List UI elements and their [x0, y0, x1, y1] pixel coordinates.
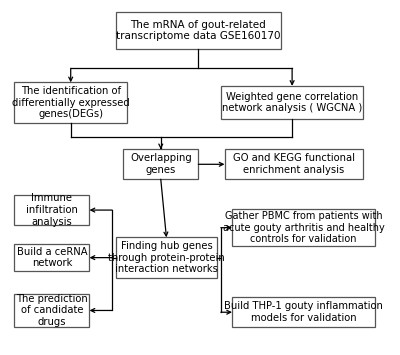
FancyBboxPatch shape — [14, 82, 127, 123]
Text: GO and KEGG functional
enrichment analysis: GO and KEGG functional enrichment analys… — [233, 153, 355, 175]
Text: The identification of
differentially expressed
genes(DEGs): The identification of differentially exp… — [12, 86, 130, 119]
Text: Build THP-1 gouty inflammation
models for validation: Build THP-1 gouty inflammation models fo… — [224, 301, 383, 323]
Text: Immune
infiltration
analysis: Immune infiltration analysis — [26, 193, 78, 227]
Text: Weighted gene correlation
network analysis ( WGCNA ): Weighted gene correlation network analys… — [222, 92, 362, 114]
FancyBboxPatch shape — [116, 12, 281, 49]
FancyBboxPatch shape — [123, 149, 198, 179]
FancyBboxPatch shape — [224, 149, 364, 179]
FancyBboxPatch shape — [232, 209, 375, 246]
Text: The prediction
of candidate
drugs: The prediction of candidate drugs — [16, 294, 88, 327]
Text: Build a ceRNA
network: Build a ceRNA network — [17, 247, 87, 268]
FancyBboxPatch shape — [232, 297, 375, 327]
FancyBboxPatch shape — [14, 294, 90, 327]
Text: Gather PBMC from patients with
acute gouty arthritis and healthy
controls for va: Gather PBMC from patients with acute gou… — [222, 211, 384, 244]
FancyBboxPatch shape — [221, 86, 364, 119]
Text: Finding hub genes
through protein-protein
interaction networks: Finding hub genes through protein-protei… — [108, 241, 225, 274]
FancyBboxPatch shape — [116, 237, 217, 278]
Text: Overlapping
genes: Overlapping genes — [130, 153, 192, 175]
Text: The mRNA of gout-related
transcriptome data GSE160170: The mRNA of gout-related transcriptome d… — [116, 20, 280, 41]
FancyBboxPatch shape — [14, 245, 90, 271]
FancyBboxPatch shape — [14, 195, 90, 225]
